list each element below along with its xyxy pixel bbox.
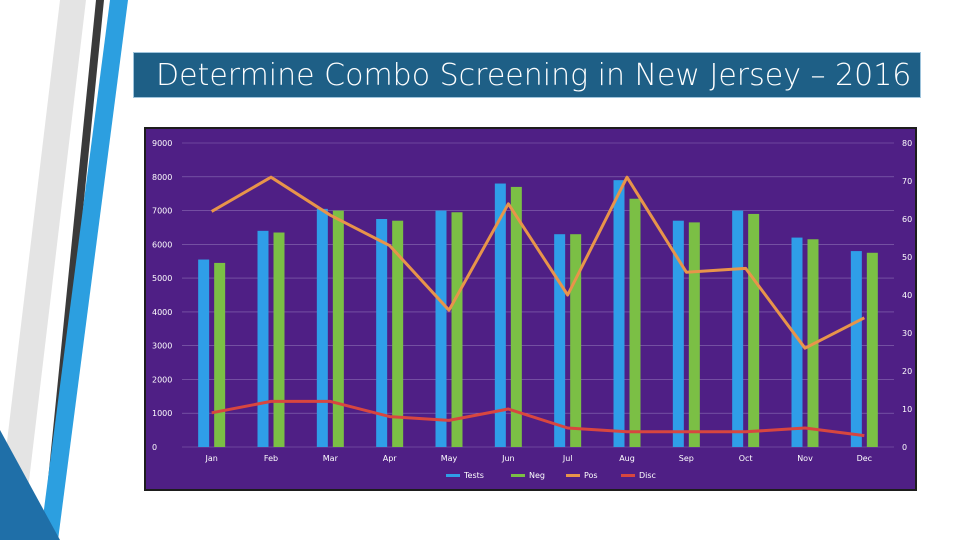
legend-label-pos: Pos: [584, 471, 598, 480]
bar-tests: [791, 237, 803, 447]
bar-neg: [510, 186, 522, 447]
left-tick-label: 8000: [152, 173, 172, 182]
right-tick-label: 80: [902, 139, 912, 148]
lines: [210, 175, 866, 438]
left-tick-label: 9000: [152, 139, 172, 148]
right-tick-label: 50: [902, 253, 912, 262]
decor-blue-stripe: [40, 0, 128, 540]
x-tick-label: Mar: [323, 454, 339, 463]
bar-neg: [273, 232, 285, 447]
x-tick-label: Jun: [501, 454, 515, 463]
bar-tests: [494, 183, 506, 447]
left-tick-label: 3000: [152, 342, 172, 351]
bar-tests: [198, 259, 210, 447]
bar-neg: [214, 262, 226, 447]
legend-swatch-neg: [511, 474, 525, 477]
bar-tests: [672, 220, 684, 447]
decor-gray-stripe: [0, 0, 86, 540]
bar-neg: [332, 210, 344, 447]
left-tick-label: 4000: [152, 308, 172, 317]
x-tick-label: Oct: [739, 454, 753, 463]
bar-neg: [451, 212, 463, 447]
line-disc: [211, 399, 865, 438]
bar-tests: [554, 234, 566, 447]
x-tick-label: Aug: [619, 454, 635, 463]
gridlines: [182, 142, 894, 448]
x-tick-label: Jul: [562, 454, 573, 463]
left-tick-label: 6000: [152, 240, 172, 249]
x-tick-label: Apr: [383, 454, 398, 463]
legend-swatch-disc: [621, 474, 635, 477]
x-tick-label: Nov: [797, 454, 813, 463]
bar-tests: [316, 208, 328, 447]
right-tick-label: 20: [902, 367, 912, 376]
combo-chart: 0 1000 2000 3000 4000 5000 6000 7000 8000 9000 0 10…: [152, 139, 912, 480]
chart-frame: 0 1000 2000 3000 4000 5000 6000 7000 8000 9000 0 10…: [144, 127, 917, 491]
bar-neg: [748, 213, 760, 447]
bar-tests: [257, 230, 269, 447]
right-tick-label: 60: [902, 215, 912, 224]
bar-neg: [866, 252, 878, 447]
bar-neg: [629, 198, 641, 447]
line-pos: [210, 175, 866, 350]
bar-neg: [392, 220, 404, 447]
bar-tests: [613, 180, 625, 447]
legend-label-tests: Tests: [463, 471, 484, 480]
right-tick-label: 40: [902, 291, 912, 300]
right-tick-label: 0: [902, 443, 907, 452]
slide-title: Determine Combo Screening in New Jersey …: [133, 52, 921, 98]
bar-tests: [376, 219, 388, 447]
left-tick-label: 1000: [152, 409, 172, 418]
decor-blue-corner: [0, 430, 60, 540]
x-tick-label: Feb: [264, 454, 278, 463]
left-tick-label: 2000: [152, 375, 172, 384]
legend: Tests Neg Pos Disc: [446, 471, 656, 480]
bar-tests: [435, 210, 447, 447]
legend-swatch-pos: [566, 474, 580, 477]
right-tick-label: 70: [902, 177, 912, 186]
bars: [198, 180, 878, 447]
bar-tests: [850, 251, 862, 447]
left-tick-label: 7000: [152, 207, 172, 216]
legend-label-neg: Neg: [529, 471, 545, 480]
right-tick-label: 30: [902, 329, 912, 338]
x-tick-label: Jan: [204, 454, 217, 463]
legend-label-disc: Disc: [639, 471, 656, 480]
left-tick-label: 5000: [152, 274, 172, 283]
bar-neg: [570, 234, 582, 447]
x-tick-label: Sep: [679, 454, 694, 463]
x-tick-label: May: [441, 454, 458, 463]
legend-swatch-tests: [446, 474, 460, 477]
x-tick-label: Dec: [857, 454, 872, 463]
bar-neg: [688, 222, 700, 447]
right-tick-label: 10: [902, 405, 912, 414]
bar-tests: [732, 210, 744, 447]
axes: 0 1000 2000 3000 4000 5000 6000 7000 8000 9000 0 10…: [152, 139, 912, 463]
left-tick-label: 0: [152, 443, 157, 452]
